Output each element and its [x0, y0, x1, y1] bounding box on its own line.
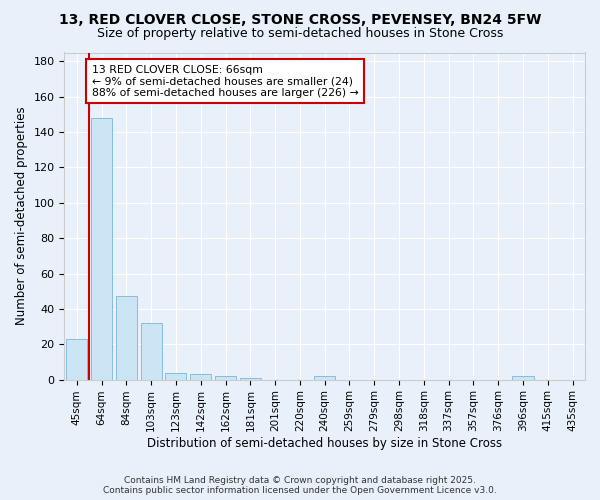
Bar	[91, 118, 112, 380]
Text: Contains HM Land Registry data © Crown copyright and database right 2025.
Contai: Contains HM Land Registry data © Crown c…	[103, 476, 497, 495]
Bar	[240, 378, 261, 380]
Bar	[66, 339, 88, 380]
Bar	[140, 323, 162, 380]
Bar	[116, 296, 137, 380]
Bar	[215, 376, 236, 380]
Bar	[190, 374, 211, 380]
Bar	[512, 376, 533, 380]
Text: Size of property relative to semi-detached houses in Stone Cross: Size of property relative to semi-detach…	[97, 28, 503, 40]
Y-axis label: Number of semi-detached properties: Number of semi-detached properties	[15, 106, 28, 326]
Text: 13, RED CLOVER CLOSE, STONE CROSS, PEVENSEY, BN24 5FW: 13, RED CLOVER CLOSE, STONE CROSS, PEVEN…	[59, 12, 541, 26]
Text: 13 RED CLOVER CLOSE: 66sqm
← 9% of semi-detached houses are smaller (24)
88% of : 13 RED CLOVER CLOSE: 66sqm ← 9% of semi-…	[92, 65, 358, 98]
Bar	[314, 376, 335, 380]
Bar	[166, 372, 187, 380]
X-axis label: Distribution of semi-detached houses by size in Stone Cross: Distribution of semi-detached houses by …	[147, 437, 502, 450]
